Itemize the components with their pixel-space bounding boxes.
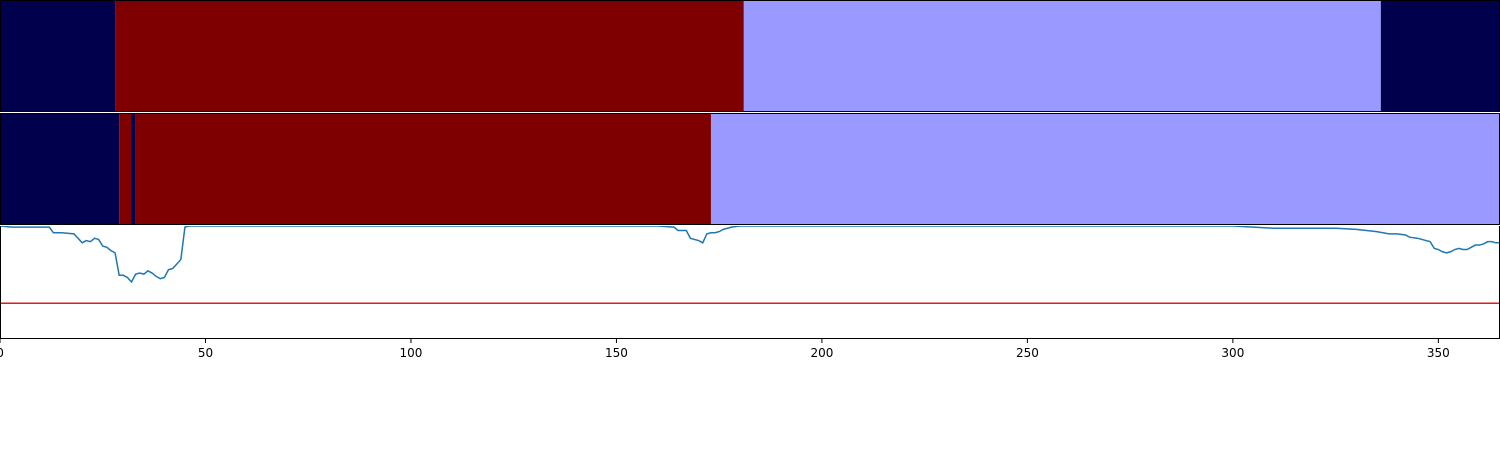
- band-2-segment-4: [710, 113, 1500, 225]
- x-tick-label-350: 350: [1427, 346, 1450, 360]
- signal-line: [0, 226, 1500, 284]
- x-tick-label-250: 250: [1016, 346, 1039, 360]
- band-1-segment-2: [743, 0, 1381, 112]
- x-tick-label-50: 50: [198, 346, 213, 360]
- band-1-segment-0: [0, 0, 116, 112]
- signal-panel: [0, 226, 1500, 339]
- band-1-segment-1: [115, 0, 744, 112]
- band-2-segment-0: [0, 113, 120, 225]
- timeline-band-2: [0, 113, 1500, 225]
- x-tick-label-100: 100: [400, 346, 423, 360]
- x-tick-label-300: 300: [1221, 346, 1244, 360]
- x-tick-label-200: 200: [810, 346, 833, 360]
- timeline-band-1: [0, 0, 1500, 112]
- band-1-segment-3: [1380, 0, 1500, 112]
- band-2-segment-3: [135, 113, 711, 225]
- x-tick-label-150: 150: [605, 346, 628, 360]
- x-tick-label-0: 0: [0, 346, 4, 360]
- band-2-segment-2: [131, 113, 136, 225]
- band-2-segment-1: [119, 113, 132, 225]
- x-axis: 0 50 100 150 200 250 300 350: [0, 338, 1450, 360]
